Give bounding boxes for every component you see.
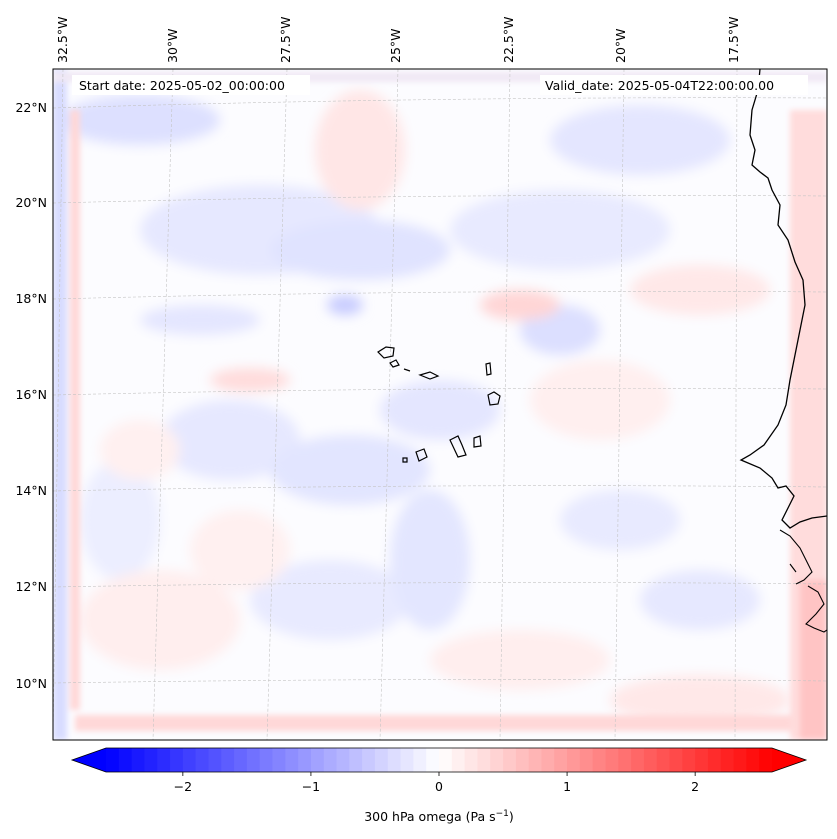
colorbar-step [733,748,747,772]
colorbar-outline [70,747,808,773]
colorbar-step [362,748,376,772]
colorbar-step [541,748,555,772]
colorbar-step [336,748,350,772]
colorbar-step [298,748,312,772]
colorbar-step [323,748,338,772]
valid-date-box [540,75,808,95]
colorbar: −2 −1 0 1 2 300 hPa omega (Pa s−1) [70,747,808,824]
colorbar-step [669,748,683,772]
colorbar-step [631,748,645,772]
lon-label: 22.5°W [501,17,516,63]
colorbar-step [592,748,607,772]
colorbar-step [451,748,466,772]
start-date-label: Start date: 2025-05-02_00:00:00 [79,78,285,93]
lon-label: 27.5°W [278,17,293,63]
colorbar-step [387,748,402,772]
colorbar-step [413,748,427,772]
coastline-inlets [779,529,827,633]
colorbar-steps [106,748,773,772]
colorbar-step [503,748,517,772]
colorbar-step [464,748,479,772]
lon-label: 20°W [613,28,628,63]
colorbar-step [182,748,197,772]
latitude-labels: 22°N 20°N 18°N 16°N 14°N 12°N 10°N [15,100,47,691]
colorbar-step [746,748,760,772]
colorbar-step [605,748,619,772]
colorbar-step [234,748,248,772]
colorbar-tick-label: −1 [302,779,320,794]
colorbar-step [643,748,658,772]
colorbar-step [285,748,299,772]
lat-label: 18°N [15,291,47,306]
start-date-box [72,75,310,95]
colorbar-step [477,748,491,772]
colorbar-step [400,748,414,772]
lon-label: 30°W [165,28,180,63]
colorbar-tick-label: −2 [174,779,192,794]
colorbar-step [707,748,722,772]
colorbar-step [246,748,261,772]
colorbar-step [208,748,222,772]
colorbar-tick-label: 0 [435,779,443,794]
longitude-labels: 32.5°W 30°W 27.5°W 25°W 22.5°W 20°W 17.5… [55,17,741,63]
colorbar-step [682,748,696,772]
colorbar-step [106,748,120,772]
lat-label: 16°N [15,387,47,402]
colorbar-step [374,748,389,772]
colorbar-max-arrow [772,748,806,772]
colorbar-min-arrow [72,748,106,772]
colorbar-step [656,748,671,772]
colorbar-step [567,748,581,772]
colorbar-step [195,748,210,772]
colorbar-step [720,748,735,772]
colorbar-step [579,748,594,772]
map-panel: Start date: 2025-05-02_00:00:00 Valid_da… [53,69,827,740]
cape-verde-islands [377,346,501,463]
map-frame [52,68,828,741]
colorbar-step [310,748,325,772]
lon-label: 17.5°W [726,17,741,63]
african-coastline [739,69,827,529]
lon-label: 25°W [388,28,403,63]
omega-field [60,90,790,725]
colorbar-step [259,748,274,772]
lat-label: 10°N [15,676,47,691]
colorbar-step [618,748,632,772]
colorbar-step [695,748,709,772]
colorbar-ticks: −2 −1 0 1 2 [174,772,699,794]
colorbar-step [349,748,363,772]
colorbar-step [554,748,568,772]
lat-label: 20°N [15,195,47,210]
colorbar-step [528,748,543,772]
valid-date-label: Valid_date: 2025-05-04T22:00:00.00 [545,78,774,93]
lat-label: 14°N [15,483,47,498]
colorbar-step [426,748,440,772]
colorbar-step [131,748,146,772]
colorbar-step [515,748,530,772]
colorbar-step [221,748,235,772]
colorbar-step [157,748,171,772]
lon-label: 32.5°W [55,17,70,63]
colorbar-tick-label: 1 [563,779,571,794]
gridlines [53,69,827,740]
colorbar-step [439,748,453,772]
lat-label: 12°N [15,579,47,594]
colorbar-label: 300 hPa omega (Pa s−1) [364,809,514,824]
colorbar-step [144,748,158,772]
colorbar-step [170,748,184,772]
colorbar-step [759,748,773,772]
colorbar-step [490,748,504,772]
colorbar-step [118,748,133,772]
lat-label: 22°N [15,100,47,115]
colorbar-step [272,748,286,772]
colorbar-tick-label: 2 [691,779,699,794]
